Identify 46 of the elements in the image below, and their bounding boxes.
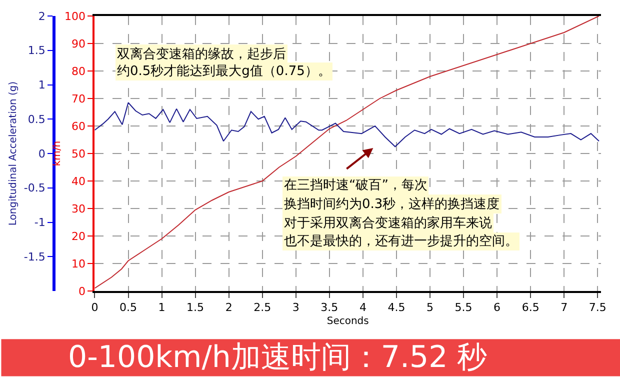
y2-tick-label: -1: [34, 216, 46, 230]
line-series: [94, 102, 600, 148]
x-tick-label: 7.5: [588, 301, 606, 314]
annotation: 也不是最快的，还有进一步提升的空间。: [284, 234, 518, 249]
y-tick-label: 90: [72, 37, 86, 50]
y-axis-title: km/h: [52, 140, 64, 166]
y-tick-label: 30: [72, 202, 86, 216]
y-tick-label: 10: [72, 257, 86, 270]
y2-tick-label: 1.5: [28, 44, 46, 58]
x-axis-title: Seconds: [326, 316, 369, 328]
y2-tick-label: -0.5: [24, 182, 46, 195]
x-tick-label: 7: [560, 301, 568, 314]
y2-tick-label: -1.5: [24, 250, 46, 264]
y2-tick-label: 1: [38, 78, 46, 92]
y-tick-label: 40: [72, 174, 86, 188]
x-tick-label: 6: [494, 301, 501, 314]
annotation: 换挡时间约为0.3秒，这样的换挡速度: [284, 196, 500, 212]
x-tick-label: 3: [292, 301, 300, 314]
y2-tick-label: 0: [38, 147, 46, 160]
y-tick-label: 80: [72, 64, 86, 78]
x-tick-label: 5.5: [454, 301, 472, 314]
x-tick-label: 0.5: [120, 301, 138, 314]
x-tick-label: 2.5: [254, 301, 272, 314]
annotation: 在三挡时速“破百”，每次: [284, 178, 428, 193]
x-tick-label: 6.5: [522, 301, 540, 314]
x-tick-label: 1: [158, 301, 166, 314]
annotation: 约0.5秒才能达到最大g值（0.75）。: [117, 64, 331, 79]
x-tick-label: 0: [91, 301, 98, 314]
text: 0-100km/h加速时间：7.52 秒: [68, 340, 488, 375]
y-tick-label: 70: [72, 92, 86, 106]
y2-axis-title: Longitudinal Acceleration (g): [8, 81, 19, 226]
y-tick-label: 100: [64, 10, 86, 23]
x-tick-label: 4: [359, 301, 366, 314]
x-tick-label: 2: [225, 301, 232, 314]
y-tick-label: 0: [78, 284, 86, 298]
annotation: 对于采用双离合变速箱的家用车来说: [284, 215, 492, 231]
y-tick-label: 60: [72, 120, 86, 133]
x-tick-label: 4.5: [388, 301, 406, 314]
y-tick-label: 50: [72, 147, 86, 160]
y2-tick-label: 0.5: [28, 112, 46, 126]
y2-tick-label: 2: [38, 10, 46, 23]
x-tick-label: 5: [426, 301, 434, 314]
annotation: 双离合变速箱的缘故，起步后: [117, 46, 286, 62]
x-tick-label: 1.5: [186, 301, 204, 314]
x-tick-label: 3.5: [320, 301, 338, 314]
y-tick-label: 20: [72, 230, 86, 243]
